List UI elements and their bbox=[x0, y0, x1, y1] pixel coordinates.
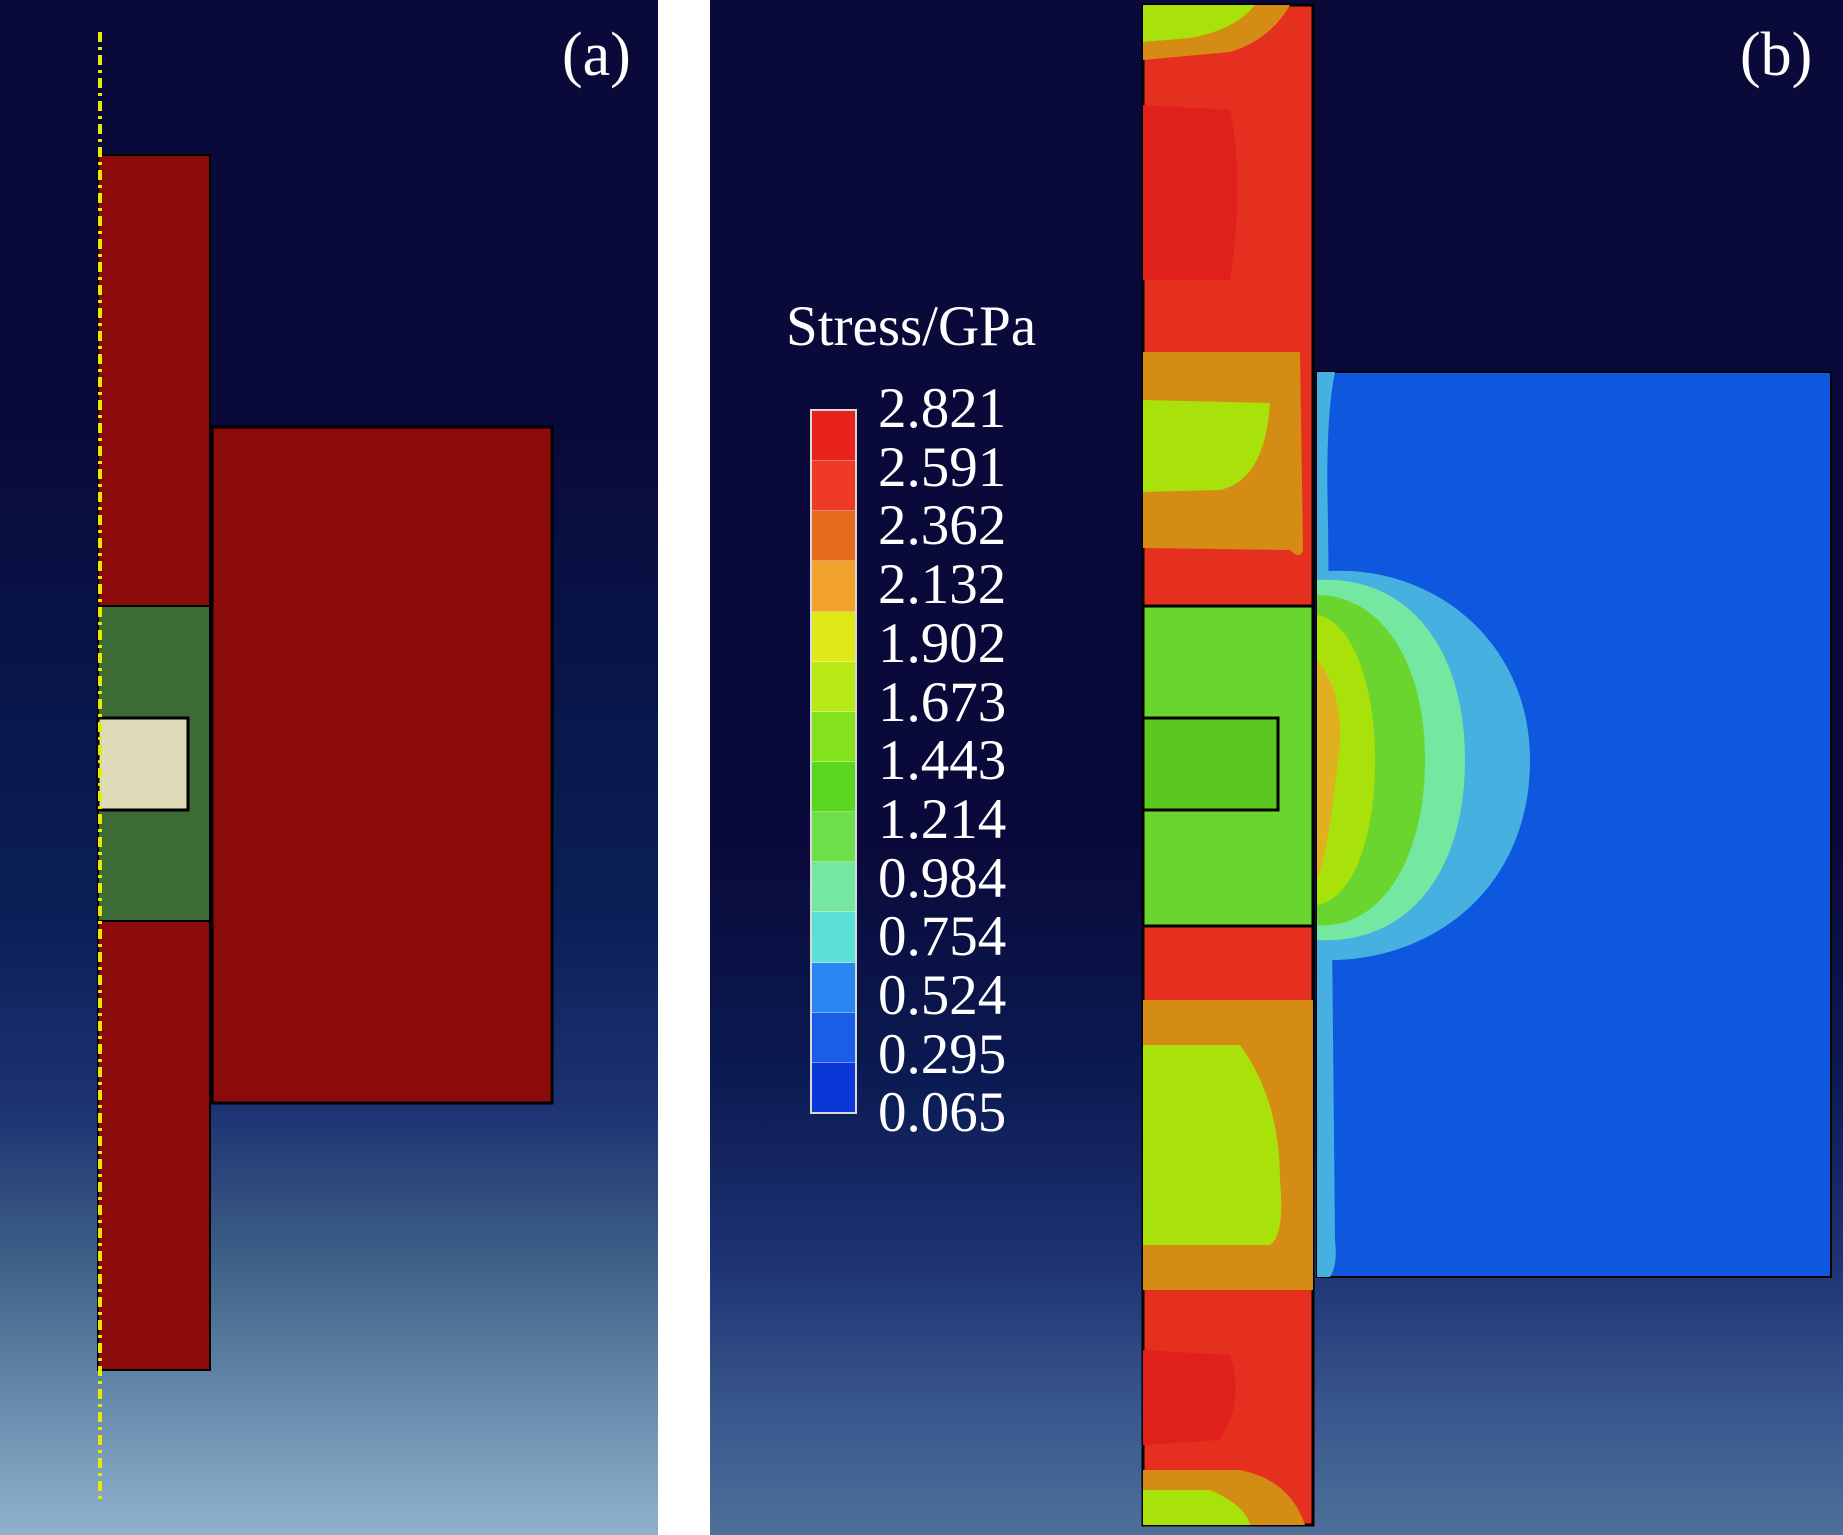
legend-tick-labels: 2.821 2.591 2.362 2.132 1.902 1.673 1.443 1.214… bbox=[878, 377, 1007, 1145]
legend-swatch bbox=[812, 461, 855, 512]
legend-tick-label: 2.362 bbox=[878, 494, 1007, 558]
panel-a: (a) bbox=[0, 0, 658, 1535]
panel-b-graphic bbox=[710, 0, 1843, 1535]
legend-tick-label: 0.754 bbox=[878, 905, 1007, 969]
sample-chamber bbox=[96, 716, 190, 812]
legend-tick-label: 2.821 bbox=[878, 377, 1007, 440]
legend-swatch bbox=[812, 862, 855, 913]
legend-swatch bbox=[812, 812, 855, 863]
legend-swatch bbox=[812, 561, 855, 612]
legend-tick-label: 1.673 bbox=[878, 670, 1007, 734]
legend-swatch bbox=[812, 711, 855, 762]
legend-swatch bbox=[812, 912, 855, 963]
sample-column-stress bbox=[1141, 3, 1315, 1527]
legend-tick-label: 2.132 bbox=[878, 553, 1007, 617]
panel-a-label: (a) bbox=[562, 21, 631, 89]
legend-swatch bbox=[812, 411, 855, 462]
legend-swatch bbox=[812, 761, 855, 813]
panel-b: (b) Stress/GPa 2.821 2.591 2.362 2.132 1.902… bbox=[710, 0, 1843, 1535]
panel-b-label: (b) bbox=[1740, 21, 1813, 89]
medium-block-stress bbox=[1316, 371, 1832, 1278]
panel-a-graphic bbox=[0, 0, 658, 1535]
legend-tick-label: 0.984 bbox=[878, 846, 1007, 910]
legend-tick-label: 0.065 bbox=[878, 1081, 1007, 1145]
pressure-medium-block bbox=[210, 425, 554, 1105]
legend-tick-label: 0.524 bbox=[878, 964, 1007, 1028]
legend-tick-label: 1.214 bbox=[878, 787, 1007, 851]
legend-tick-label: 1.443 bbox=[878, 729, 1007, 793]
legend-tick-label: 0.295 bbox=[878, 1022, 1007, 1086]
legend-swatch bbox=[812, 962, 855, 1013]
legend-tick-label: 1.902 bbox=[878, 611, 1007, 675]
legend-tick-label: 2.591 bbox=[878, 435, 1007, 499]
legend-swatch bbox=[812, 661, 855, 712]
legend-swatch bbox=[812, 1012, 855, 1063]
legend-swatch bbox=[812, 1062, 855, 1112]
legend-color-bar bbox=[810, 409, 857, 1114]
legend-swatch bbox=[812, 511, 855, 562]
legend-swatch bbox=[812, 611, 855, 662]
legend-title: Stress/GPa bbox=[786, 295, 1037, 358]
